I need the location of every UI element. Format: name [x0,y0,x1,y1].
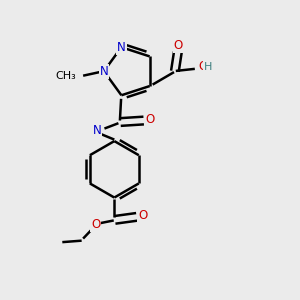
Text: N: N [100,65,108,78]
Text: O: O [174,39,183,52]
Text: O: O [138,209,147,223]
Text: O: O [199,60,208,73]
Text: N: N [92,124,101,137]
Text: H: H [90,125,98,135]
Text: H: H [204,62,212,72]
Text: CH₃: CH₃ [56,71,76,81]
Text: O: O [91,218,100,231]
Text: O: O [145,113,154,126]
Text: N: N [117,41,126,54]
